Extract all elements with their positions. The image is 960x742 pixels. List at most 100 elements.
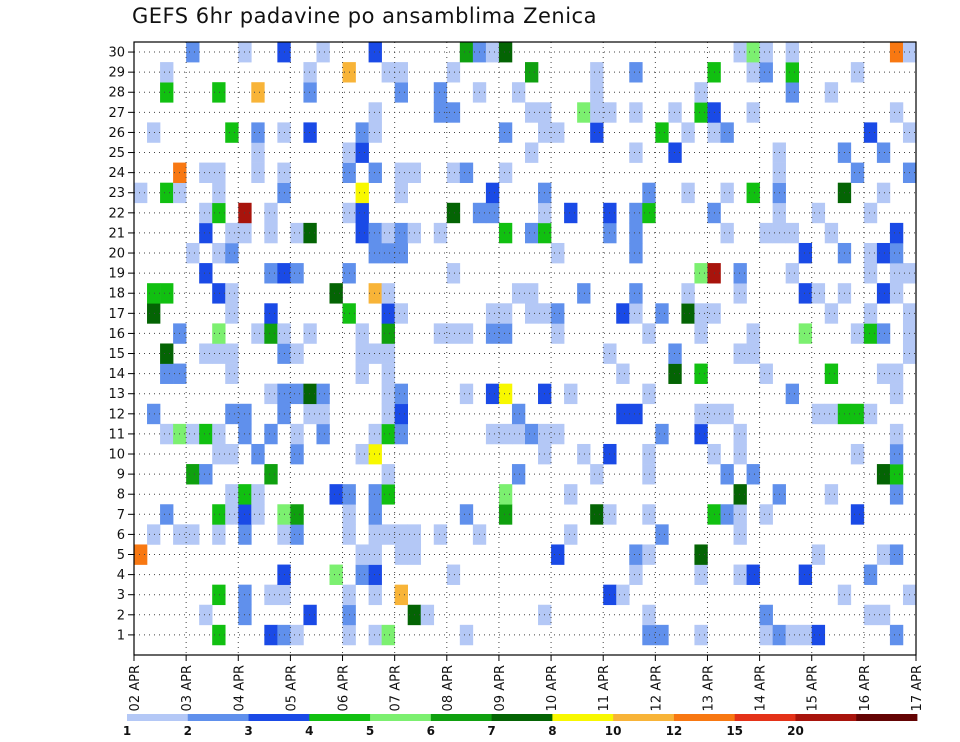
x-tick-label: 08 APR <box>441 665 456 711</box>
heatmap-cell <box>290 383 304 405</box>
heatmap-cell <box>394 222 408 244</box>
heatmap-cell <box>251 484 265 505</box>
heatmap-cell <box>264 303 278 324</box>
heatmap-cell <box>889 423 904 445</box>
heatmap-cell <box>212 82 226 103</box>
heatmap-cell <box>616 584 630 606</box>
heatmap-cell <box>511 82 526 103</box>
heatmap-cell <box>355 182 369 204</box>
heatmap-cell <box>381 484 395 505</box>
heatmap-cell <box>394 524 408 545</box>
heatmap-cell <box>811 283 826 304</box>
heatmap-cell <box>160 283 174 304</box>
heatmap-cell <box>329 283 343 304</box>
heatmap-cell <box>368 222 382 244</box>
heatmap-cell <box>863 242 878 264</box>
heatmap-cell <box>251 323 265 344</box>
heatmap-cell <box>433 524 448 545</box>
heatmap-cell <box>759 62 773 83</box>
heatmap-cell <box>889 42 904 63</box>
y-tick-label: 6 <box>117 528 125 543</box>
colorbar-swatch <box>552 714 614 721</box>
heatmap-cell <box>251 142 265 163</box>
heatmap-cell <box>642 464 656 485</box>
heatmap-cell <box>446 323 461 344</box>
heatmap-cell <box>485 323 500 344</box>
colorbar-swatch <box>187 714 249 721</box>
x-tick-label: 12 APR <box>649 665 664 711</box>
heatmap-cell <box>381 464 395 485</box>
heatmap-cell <box>160 82 174 103</box>
heatmap-cell <box>889 283 904 304</box>
x-tick-label: 10 APR <box>545 665 560 711</box>
heatmap-cell <box>355 122 369 143</box>
heatmap-cell <box>381 423 395 445</box>
heatmap-cell <box>394 383 408 405</box>
heatmap-cell <box>720 182 734 204</box>
heatmap-cell <box>264 423 278 445</box>
heatmap-cell <box>863 604 878 626</box>
heatmap-cell <box>381 323 395 344</box>
colorbar-swatch <box>430 714 493 721</box>
heatmap-cell <box>212 343 226 364</box>
heatmap-cell <box>199 343 213 364</box>
colorbar-swatch <box>491 714 553 721</box>
heatmap-cell <box>381 403 395 425</box>
colorbar-label: 5 <box>366 724 374 738</box>
heatmap-cell <box>459 323 474 344</box>
x-tick-label: 04 APR <box>232 665 247 711</box>
heatmap-cell <box>733 42 747 63</box>
y-tick-label: 14 <box>108 367 125 382</box>
heatmap-cell <box>186 242 200 264</box>
heatmap-cell <box>759 504 773 525</box>
heatmap-cell <box>876 323 891 344</box>
x-tick-label: 17 APR <box>910 665 925 711</box>
heatmap-cell <box>798 624 813 646</box>
heatmap-cell <box>876 544 891 565</box>
heatmap-cell <box>381 303 395 324</box>
heatmap-cell <box>889 464 904 485</box>
y-tick-label: 23 <box>108 186 125 201</box>
heatmap-cell <box>290 343 304 364</box>
y-tick-label: 29 <box>108 66 125 81</box>
heatmap-cell <box>160 423 174 445</box>
heatmap-cell <box>394 82 408 103</box>
heatmap-cell <box>746 464 760 485</box>
heatmap-cell <box>329 564 343 585</box>
heatmap-cell <box>381 624 395 646</box>
heatmap-cell <box>264 263 278 284</box>
heatmap-cell <box>642 544 656 565</box>
heatmap-cell <box>525 142 539 163</box>
heatmap-cell <box>160 504 174 525</box>
heatmap-cell <box>394 62 408 83</box>
y-tick-label: 17 <box>108 307 125 322</box>
heatmap-cell <box>290 443 304 465</box>
heatmap-cell <box>694 323 708 344</box>
heatmap-cell <box>655 423 669 445</box>
heatmap-cell <box>889 443 904 465</box>
heatmap-cell <box>577 102 591 123</box>
heatmap-cell <box>759 222 773 244</box>
heatmap-cell <box>668 102 682 123</box>
heatmap-cell <box>889 383 904 405</box>
heatmap-cell <box>876 182 891 204</box>
heatmap-cell <box>160 343 174 364</box>
heatmap-cell <box>381 242 395 264</box>
heatmap-cell <box>798 242 813 264</box>
y-tick-label: 15 <box>108 347 125 362</box>
heatmap-cell <box>798 564 813 585</box>
heatmap-cell <box>381 363 395 384</box>
heatmap-cell <box>590 464 604 485</box>
heatmap-cell <box>824 363 839 384</box>
y-tick-label: 8 <box>117 488 125 503</box>
heatmap-cell <box>303 383 317 405</box>
heatmap-cell <box>590 122 604 143</box>
heatmap-cell <box>577 283 591 304</box>
heatmap-cell <box>551 544 565 565</box>
heatmap-cell <box>485 202 500 224</box>
heatmap-cell <box>212 624 226 646</box>
heatmap-cell <box>225 303 239 324</box>
heatmap-cell <box>629 202 643 224</box>
y-tick-label: 25 <box>108 146 125 161</box>
colorbar-label: 7 <box>487 724 495 738</box>
